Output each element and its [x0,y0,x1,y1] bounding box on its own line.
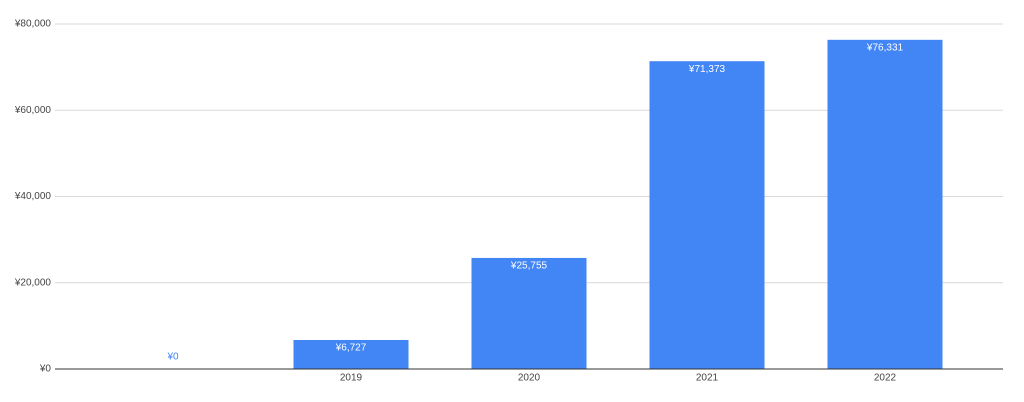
x-tick-label: 2022 [874,373,897,384]
bar [471,257,587,369]
y-tick-label: ¥40,000 [14,191,52,202]
y-tick-label: ¥60,000 [14,105,52,116]
value-label: ¥76,331 [866,42,904,53]
y-tick-label: ¥80,000 [14,19,52,30]
value-label: ¥0 [166,352,179,363]
x-tick-label: 2019 [340,373,363,384]
y-tick-label: ¥20,000 [14,277,52,288]
x-tick-label: 2021 [696,373,719,384]
bar [827,39,943,369]
value-label: ¥6,727 [335,343,367,354]
bar [649,61,765,369]
y-tick-label: ¥0 [39,364,52,375]
x-tick-label: 2020 [518,373,541,384]
value-label: ¥25,755 [510,261,548,272]
bar [293,339,409,369]
value-label: ¥71,373 [688,64,726,75]
